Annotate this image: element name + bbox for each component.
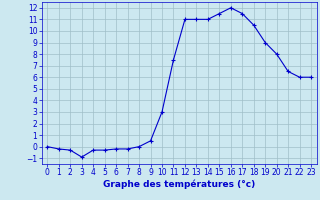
- X-axis label: Graphe des températures (°c): Graphe des températures (°c): [103, 180, 255, 189]
